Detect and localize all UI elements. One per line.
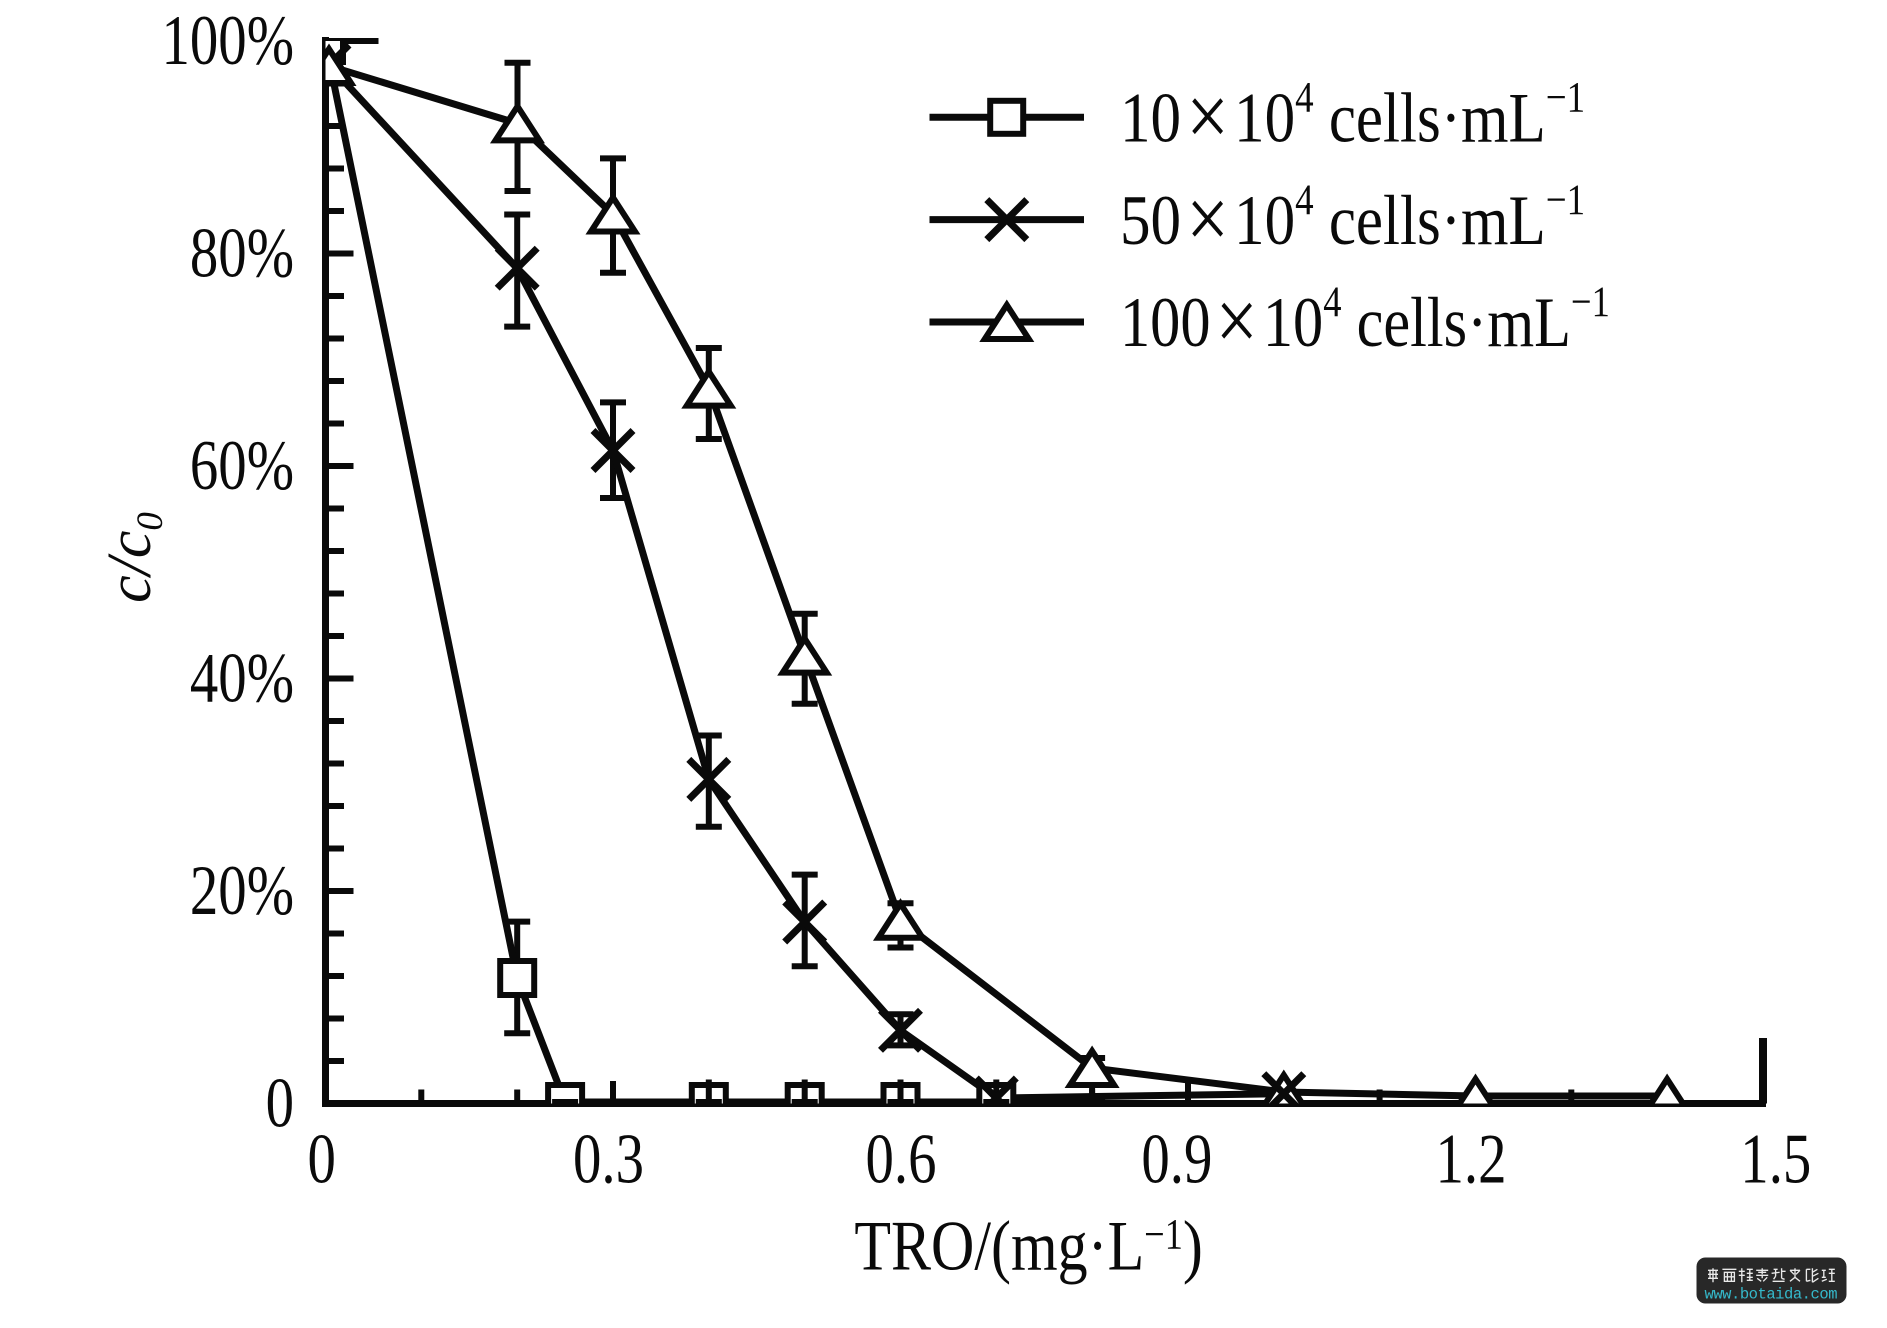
- svg-text:1.2: 1.2: [1436, 1120, 1507, 1198]
- svg-text:50×104 cells·mL−1: 50×104 cells·mL−1: [1120, 170, 1585, 268]
- svg-text:0: 0: [266, 1064, 294, 1142]
- svg-text:40%: 40%: [190, 639, 294, 717]
- svg-text:0.9: 0.9: [1141, 1120, 1212, 1198]
- svg-text:0: 0: [308, 1120, 336, 1198]
- svg-text:100×104 cells·mL−1: 100×104 cells·mL−1: [1120, 272, 1610, 370]
- svg-text:60%: 60%: [190, 426, 294, 504]
- svg-text:100%: 100%: [162, 1, 294, 79]
- svg-text:10×104 cells·mL−1: 10×104 cells·mL−1: [1120, 67, 1585, 165]
- svg-text:0.6: 0.6: [866, 1120, 937, 1198]
- svg-text:20%: 20%: [190, 851, 294, 929]
- svg-text:0.3: 0.3: [573, 1120, 644, 1198]
- svg-text:80%: 80%: [190, 214, 294, 292]
- svg-text:1.5: 1.5: [1740, 1120, 1811, 1198]
- svg-text:www.botaida.com: www.botaida.com: [1705, 1286, 1838, 1304]
